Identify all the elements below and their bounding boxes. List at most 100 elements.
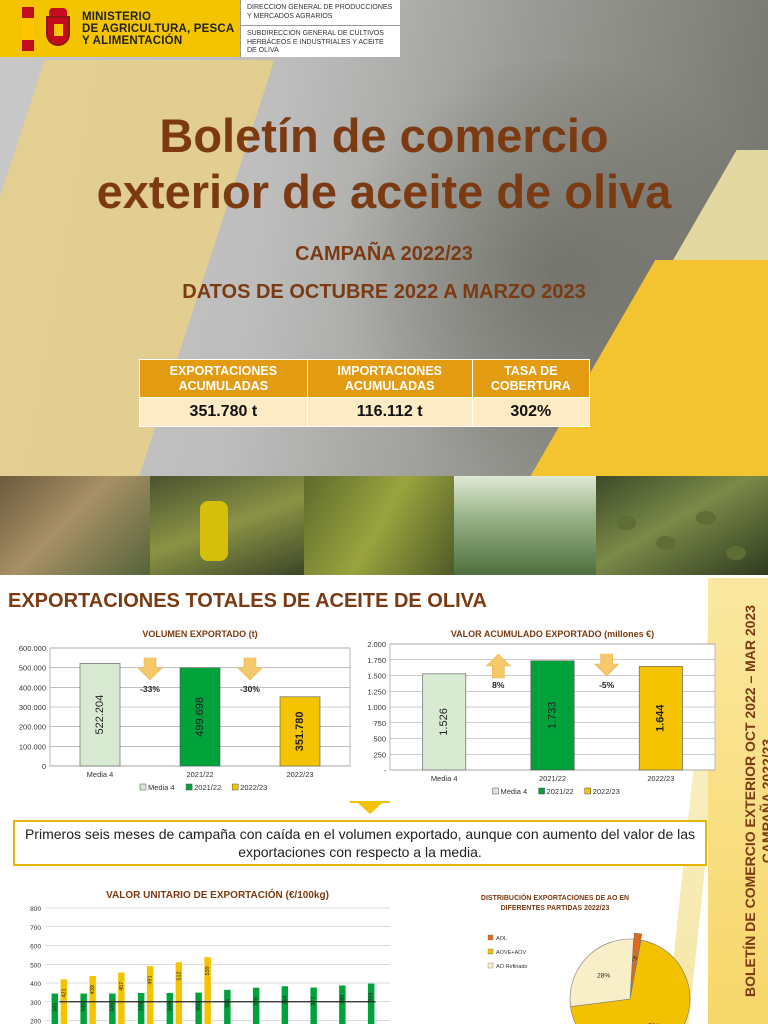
bar — [530, 660, 575, 771]
bar — [252, 987, 260, 1024]
x-category-label: 2021/22 — [539, 774, 566, 783]
bar-value-label: 439 — [90, 985, 96, 994]
bar-value-label: 345 — [110, 1003, 116, 1012]
bar-value-label: 384 — [282, 995, 288, 1004]
bar-value-label: 491 — [148, 975, 154, 984]
y-tick-label: 100.000 — [19, 742, 46, 751]
side-banner — [708, 578, 768, 1024]
down-arrow-icon — [137, 657, 163, 681]
legend-label: 2021/22 — [547, 787, 574, 796]
bar — [51, 993, 59, 1024]
x-category-label: Media 4 — [87, 770, 114, 779]
section-title: EXPORTACIONES TOTALES DE ACEITE DE OLIVA — [8, 590, 487, 612]
change-label: -33% — [140, 684, 160, 694]
summary-callout: Primeros seis meses de campaña con caída… — [13, 820, 707, 866]
bar — [146, 965, 154, 1024]
ministry-header: MINISTERIO DE AGRICULTURA, PESCA Y ALIME… — [0, 0, 400, 57]
up-arrow-icon — [485, 653, 512, 679]
bar-value-label: 345 — [81, 1003, 87, 1012]
olive-branch-photo — [0, 476, 150, 575]
summary-header: TASA DE COBERTURA — [471, 359, 591, 398]
legend-label: AOL — [496, 936, 507, 942]
legend-label: 2022/23 — [240, 783, 267, 792]
legend-label: Media 4 — [501, 787, 528, 796]
olive-oil-pour-photo — [150, 476, 304, 575]
bar-value-label: 499.698 — [194, 697, 206, 737]
bar — [88, 975, 97, 1024]
cover-section: MINISTERIO DE AGRICULTURA, PESCA Y ALIME… — [0, 0, 768, 575]
legend-swatch — [538, 787, 545, 795]
y-tick-label: 1.000 — [367, 703, 386, 712]
y-tick-label: 400 — [30, 981, 41, 988]
legend-swatch — [487, 934, 494, 941]
y-tick-label: 200 — [30, 1019, 41, 1024]
summary-header: IMPORTACIONES ACUMULADAS — [306, 359, 473, 398]
olives-photo — [596, 476, 768, 575]
direction-general: DIRECCION GENERAL DE PRODUCCIONES Y MERC… — [247, 4, 393, 20]
bar-value-label: 522.204 — [94, 695, 106, 735]
chart-title: VOLUMEN EXPORTADO (t) — [142, 629, 257, 639]
subdirection: SUBDIRECCIÓN GENERAL DE CULTIVOS HERBÁCE… — [241, 25, 400, 60]
bar-value-label: 350 — [196, 1002, 202, 1011]
main-title: Boletín de comercio exterior de aceite d… — [96, 109, 672, 218]
ministry-logo: MINISTERIO DE AGRICULTURA, PESCA Y ALIME… — [0, 0, 240, 57]
volume-chart: VOLUMEN EXPORTADO (t) 0 100.000 200.000 300.… — [0, 626, 360, 806]
y-tick-label: 500 — [30, 962, 41, 969]
y-tick-label: 1.250 — [367, 687, 386, 696]
legend-swatch — [185, 783, 193, 791]
bar — [179, 667, 221, 767]
olive-tree-photo — [304, 476, 454, 575]
y-tick-label: 2.000 — [367, 640, 386, 649]
bar — [279, 696, 321, 767]
y-tick-label: 700 — [30, 925, 41, 932]
y-tick-label: 250 — [373, 750, 386, 759]
bar — [79, 662, 121, 767]
bar — [137, 992, 145, 1024]
value-chart: VALOR ACUMULADO EXPORTADO (millones €) - 2… — [355, 626, 716, 806]
legend-label: Media 4 — [148, 783, 175, 792]
flag-icon — [22, 6, 34, 51]
directorate-box: DIRECCION GENERAL DE PRODUCCIONES Y MERC… — [240, 0, 400, 57]
y-tick-label: 750 — [373, 719, 386, 728]
legend-swatch — [139, 783, 147, 791]
bar-value-label: 345 — [52, 1003, 58, 1012]
bar — [367, 982, 375, 1024]
coverage-value: 302% — [471, 397, 591, 427]
chart-title: VALOR UNITARIO DE EXPORTACIÓN (€/100kg) — [106, 888, 329, 901]
y-tick-label: 300 — [30, 1000, 41, 1007]
change-label: 8% — [492, 680, 505, 690]
chart-title: VALOR ACUMULADO EXPORTADO (millones €) — [451, 629, 654, 639]
legend-swatch — [487, 948, 494, 955]
campaign-label: CAMPAÑA 2022/23 — [295, 243, 473, 265]
olive-grove-photo — [454, 476, 596, 575]
legend-swatch — [492, 787, 499, 795]
legend-swatch — [487, 962, 494, 969]
callout-connector — [350, 801, 390, 803]
bar — [79, 993, 88, 1024]
change-label: -30% — [240, 684, 260, 694]
slice-label: 2% — [630, 955, 640, 962]
bar-value-label: 1.733 — [546, 702, 558, 730]
chart-svg: VOLUMEN EXPORTADO (t) 0 100.000 200.000 300.… — [19, 629, 351, 792]
bar — [338, 985, 347, 1024]
bar-value-label: 421 — [61, 988, 67, 997]
y-tick-label: 300.000 — [19, 703, 46, 712]
legend-swatch — [584, 787, 591, 795]
legend-label: 2022/23 — [593, 787, 620, 796]
y-tick-label: 0 — [42, 762, 46, 771]
chart-svg: VALOR UNITARIO DE EXPORTACIÓN (€/100kg)0… — [30, 888, 390, 1024]
legend-label: AOVE+AOV — [496, 950, 526, 956]
chart-svg: DISTRIBUCIÓN EXPORTACIONES DE AO EN DIFER… — [481, 893, 691, 1024]
bar-value-label: 399 — [369, 993, 375, 1002]
ministry-name: MINISTERIO DE AGRICULTURA, PESCA Y ALIME… — [82, 10, 235, 47]
unit-value-chart: VALOR UNITARIO DE EXPORTACIÓN (€/100kg)0… — [0, 884, 430, 1024]
chart-svg: VALOR ACUMULADO EXPORTADO (millones €) - 2… — [367, 629, 716, 796]
y-tick-label: 600 — [30, 944, 41, 951]
y-tick-label: 1.750 — [367, 656, 386, 665]
bar-value-label: 351.780 — [294, 712, 306, 752]
bar — [166, 992, 174, 1024]
bar — [309, 987, 318, 1024]
bar-value-label: 539 — [205, 966, 211, 975]
x-category-label: Media 4 — [431, 774, 458, 783]
callout-arrow-icon — [358, 803, 382, 814]
